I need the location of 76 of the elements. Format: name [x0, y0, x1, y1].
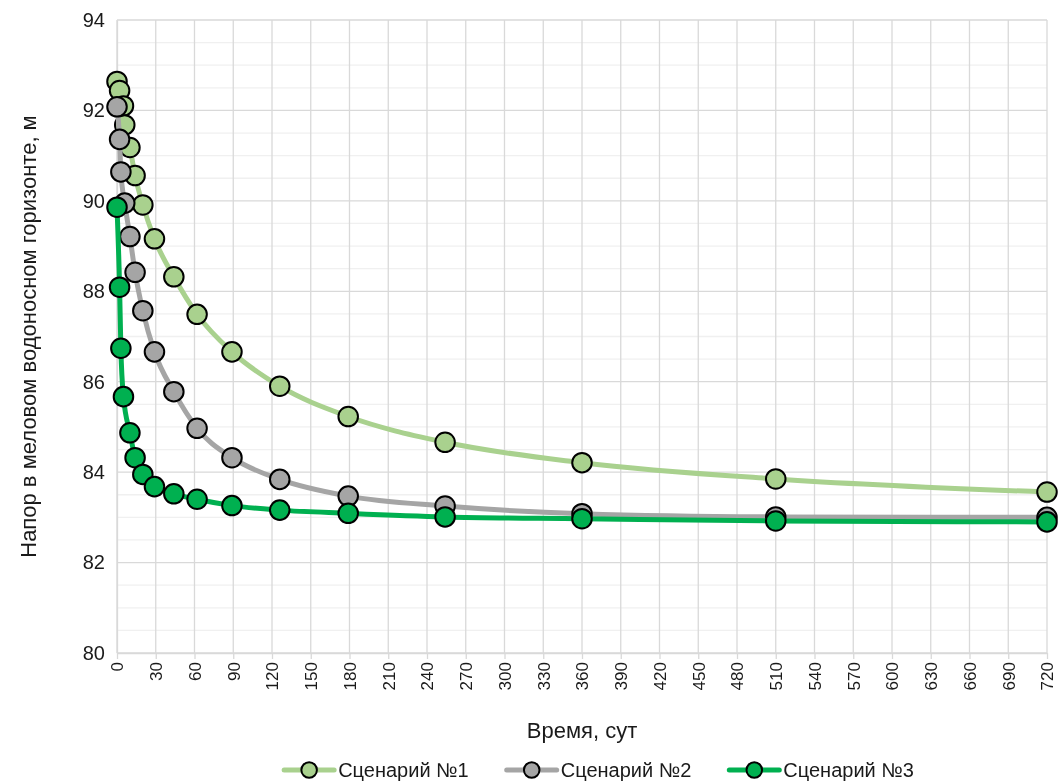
y-tick-label: 90 [82, 189, 105, 212]
point [268, 375, 291, 397]
x-tick-label: 150 [302, 662, 322, 691]
x-tick-label: 210 [379, 662, 399, 691]
point [119, 422, 141, 444]
point [132, 194, 154, 216]
y-tick-label: 82 [82, 551, 105, 574]
point [1036, 511, 1058, 533]
point [571, 507, 593, 530]
x-tick-label: 720 [1038, 662, 1058, 691]
point [163, 483, 185, 505]
point [337, 405, 359, 428]
x-tick-label: 330 [534, 662, 554, 691]
x-tick-label: 180 [340, 662, 360, 691]
x-tick-label: 630 [922, 662, 942, 691]
point [186, 303, 208, 326]
x-tick-label: 600 [883, 662, 903, 691]
legend-label: Сценарий №1 [338, 759, 469, 781]
x-tick-label: 30 [147, 662, 167, 681]
point [143, 475, 166, 498]
y-tick-label: 86 [82, 370, 105, 393]
y-axis-title: Напор в меловом водоносном горизонте, м [16, 115, 41, 558]
point [110, 161, 132, 183]
x-tick-label: 60 [185, 662, 205, 681]
point [1036, 481, 1058, 503]
x-tick-label: 300 [495, 662, 515, 691]
point [337, 485, 359, 507]
point [186, 417, 208, 440]
point [163, 380, 185, 403]
point [571, 451, 593, 474]
point [106, 96, 128, 118]
point [124, 446, 146, 469]
x-tick-label: 390 [612, 662, 632, 691]
point [108, 128, 131, 151]
x-tick-label: 420 [650, 662, 670, 691]
x-tick-label: 0 [108, 662, 128, 672]
x-tick-label: 510 [767, 662, 787, 691]
x-tick-label: 570 [844, 662, 864, 691]
x-tick-label: 360 [573, 662, 593, 691]
x-tick-label: 660 [960, 662, 980, 691]
point [268, 499, 291, 521]
x-tick-label: 90 [224, 662, 244, 681]
point [163, 266, 185, 288]
legend-label: Сценарий №2 [560, 759, 692, 781]
point [108, 276, 131, 298]
point [143, 341, 166, 363]
y-tick-label: 92 [82, 99, 105, 122]
point [268, 468, 291, 491]
point [434, 506, 456, 528]
point [337, 502, 359, 525]
x-axis-title: Время, сут [526, 718, 638, 743]
x-tick-label: 240 [418, 662, 438, 691]
y-tick-label: 88 [82, 280, 105, 303]
point [124, 261, 146, 284]
point [119, 225, 141, 248]
point [434, 431, 456, 454]
y-tick-label: 84 [82, 461, 105, 484]
y-tick-label: 80 [82, 641, 105, 664]
point [221, 341, 243, 363]
x-tick-label: 480 [728, 662, 748, 691]
x-tick-label: 690 [999, 662, 1019, 691]
point [106, 196, 128, 218]
point [143, 228, 166, 250]
point [221, 494, 243, 517]
y-tick-label: 94 [82, 8, 105, 31]
point [112, 385, 135, 408]
x-tick-label: 120 [263, 662, 283, 691]
point [221, 446, 243, 469]
point [764, 468, 787, 490]
legend-label: Сценарий №3 [783, 759, 914, 781]
point [132, 299, 154, 322]
point [110, 337, 132, 360]
point [186, 488, 208, 511]
x-tick-label: 450 [689, 662, 709, 691]
x-tick-label: 270 [457, 662, 477, 691]
x-tick-label: 540 [805, 662, 825, 691]
